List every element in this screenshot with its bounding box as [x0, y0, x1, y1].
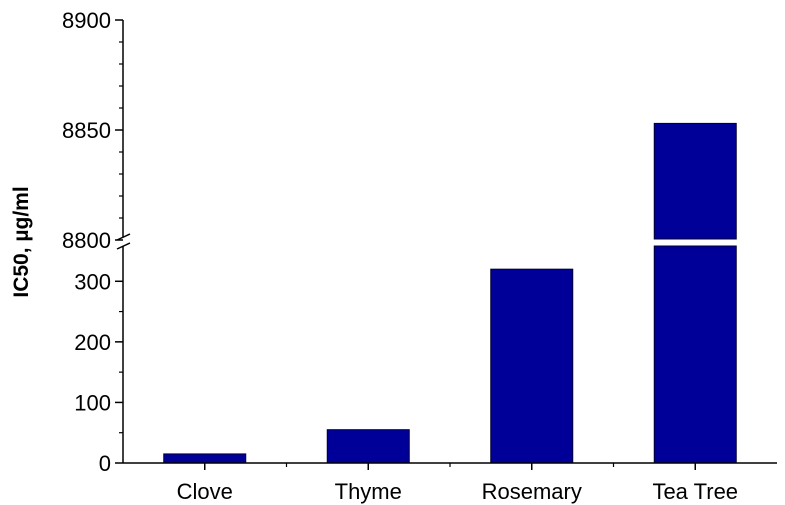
x-tick-label: Thyme: [335, 479, 402, 504]
axis-break-mark: [116, 233, 131, 241]
x-tick-label: Tea Tree: [652, 479, 738, 504]
bar-thyme: [326, 429, 410, 464]
bar-tea-tree-upper: [653, 122, 737, 240]
y-axis-title: IC50, µg/ml: [10, 186, 33, 297]
y-tick-label: 100: [74, 390, 111, 415]
y-tick-label: 8850: [62, 118, 111, 143]
bar-tea-tree-lower: [653, 245, 737, 464]
bar-rosemary: [490, 268, 574, 464]
axis-break-mark: [116, 242, 131, 250]
y-tick-label: 300: [74, 269, 111, 294]
bar-clove: [163, 453, 247, 464]
axes-group: [115, 19, 777, 470]
labels-group: 0 100 200 300 8800 8850 8900 Clove Thyme Rosemary…: [62, 8, 738, 504]
y-tick-label: 200: [74, 330, 111, 355]
x-tick-label: Clove: [177, 479, 233, 504]
y-tick-label: 8800: [62, 228, 111, 253]
y-tick-label: 0: [99, 451, 111, 476]
x-tick-label: Rosemary: [482, 479, 582, 504]
bars-group: [163, 122, 737, 464]
y-tick-label: 8900: [62, 8, 111, 33]
